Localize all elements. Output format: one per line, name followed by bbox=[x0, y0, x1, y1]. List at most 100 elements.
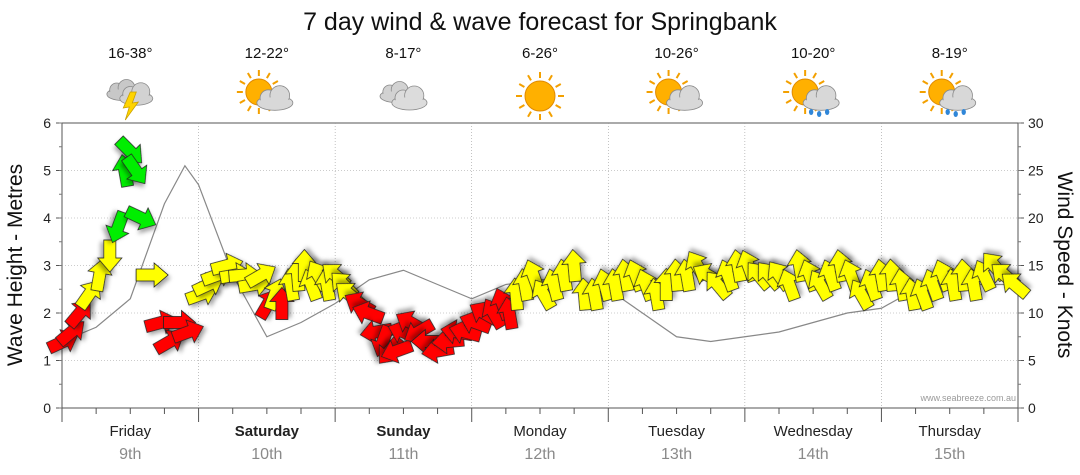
sun-ray bbox=[265, 72, 271, 79]
wind-arrow bbox=[135, 262, 169, 288]
storm-weather-icon bbox=[106, 79, 154, 121]
temperature-label: 12-22° bbox=[245, 45, 289, 62]
right-axis-title: Wind Speed - Knots bbox=[1053, 172, 1076, 359]
sun-ray bbox=[527, 74, 532, 81]
sun-ray bbox=[812, 72, 818, 79]
right-tick-label: 20 bbox=[1028, 210, 1044, 226]
right-tick-label: 10 bbox=[1028, 305, 1044, 321]
rain-drop bbox=[945, 109, 950, 115]
sun-ray bbox=[527, 111, 532, 118]
left-tick-label: 6 bbox=[43, 115, 51, 131]
wind-arrow bbox=[776, 268, 801, 303]
date-label: 14th bbox=[798, 446, 829, 463]
wind-arrow bbox=[123, 205, 157, 231]
temperature-label: 10-26° bbox=[654, 45, 698, 62]
partly-cloudy-weather-icon bbox=[236, 70, 294, 114]
sun-ray bbox=[922, 80, 929, 85]
sun-ray bbox=[793, 72, 799, 79]
sun-ray bbox=[548, 111, 553, 118]
day-label: Tuesday bbox=[648, 423, 705, 440]
wind-arrow bbox=[243, 263, 276, 289]
left-axis-title: Wave Height - Metres bbox=[4, 164, 27, 366]
sun-ray bbox=[518, 104, 525, 109]
right-tick-label: 30 bbox=[1028, 115, 1044, 131]
chart-title: 7 day wind & wave forecast for Springban… bbox=[303, 8, 777, 36]
wave-height-line bbox=[61, 164, 1018, 343]
cloud-fill bbox=[668, 97, 701, 109]
right-tick-label: 25 bbox=[1028, 163, 1044, 179]
temperature-label: 6-26° bbox=[522, 45, 558, 62]
date-label: 13th bbox=[661, 446, 692, 463]
cloudy-weather-icon bbox=[379, 81, 428, 111]
wind-arrow bbox=[96, 239, 123, 273]
left-tick-label: 5 bbox=[43, 163, 51, 179]
sun-ray bbox=[929, 72, 935, 79]
wind-arrow bbox=[380, 339, 415, 364]
cloud-fill bbox=[804, 97, 838, 109]
cloud-fill bbox=[393, 97, 426, 109]
sun-ray bbox=[656, 105, 662, 112]
date-label: 11th bbox=[388, 446, 418, 463]
wind-arrow bbox=[1001, 273, 1032, 300]
cloud-fill bbox=[258, 97, 292, 109]
wind-arrow bbox=[121, 153, 148, 185]
sun-ray bbox=[548, 74, 553, 81]
sun-ray bbox=[649, 99, 656, 104]
sun-ray bbox=[955, 80, 962, 85]
left-tick-label: 3 bbox=[43, 258, 51, 274]
rain-drop bbox=[953, 111, 958, 117]
sun-ray bbox=[675, 72, 681, 79]
day-label: Wednesday bbox=[774, 423, 853, 440]
temperature-label: 10-20° bbox=[791, 45, 835, 62]
sun-ray bbox=[922, 99, 929, 104]
sunny-weather-icon bbox=[516, 72, 564, 120]
sun-ray bbox=[555, 83, 562, 88]
plot-area: 0 1 2 3 4 5 6 0 5 10 15 20 25 30 Friday 9th 16-38° Saturd… bbox=[43, 45, 1044, 463]
temperature-label: 8-17° bbox=[385, 45, 421, 62]
sun-ray bbox=[818, 80, 825, 85]
partly-cloudy-weather-icon bbox=[646, 70, 704, 114]
showers-weather-icon bbox=[919, 70, 977, 117]
left-tick-label: 4 bbox=[43, 210, 51, 226]
sun-ray bbox=[649, 80, 656, 85]
sun-ray bbox=[246, 72, 252, 79]
sun-ray bbox=[948, 72, 954, 79]
sun-ray bbox=[246, 105, 252, 112]
right-tick-label: 5 bbox=[1028, 353, 1036, 369]
date-label: 9th bbox=[119, 446, 141, 463]
sun-ray bbox=[555, 104, 562, 109]
sun-ray bbox=[272, 80, 279, 85]
sun-ray bbox=[785, 99, 792, 104]
sun-ray bbox=[239, 80, 246, 85]
credit-text: www.seabreeze.com.au bbox=[919, 393, 1016, 403]
day-label: Sunday bbox=[376, 423, 431, 440]
rain-drop bbox=[824, 109, 830, 115]
rain-drop bbox=[961, 109, 966, 115]
sun-ray bbox=[785, 80, 792, 85]
wind-arrow bbox=[561, 248, 587, 283]
rain-drop bbox=[808, 109, 814, 115]
wind-arrow bbox=[352, 300, 386, 325]
sun-ray bbox=[793, 105, 799, 112]
wind-arrow bbox=[170, 319, 204, 344]
date-label: 15th bbox=[934, 446, 965, 463]
cloud-fill bbox=[941, 97, 975, 109]
rain-drop bbox=[816, 111, 822, 117]
wind-arrow bbox=[105, 209, 130, 244]
right-tick-label: 0 bbox=[1028, 400, 1036, 416]
wind-arrow bbox=[54, 321, 85, 348]
sun-ray bbox=[239, 99, 246, 104]
day-label: Monday bbox=[513, 423, 567, 440]
left-tick-label: 0 bbox=[43, 400, 51, 416]
temperature-label: 16-38° bbox=[108, 45, 152, 62]
sun-ray bbox=[681, 80, 689, 85]
sun-ray bbox=[656, 72, 662, 79]
date-label: 10th bbox=[251, 446, 282, 463]
day-label: Thursday bbox=[918, 423, 981, 440]
temperature-label: 8-19° bbox=[932, 45, 968, 62]
sun-ray bbox=[518, 83, 525, 88]
day-label: Saturday bbox=[235, 423, 300, 440]
day-label: Friday bbox=[109, 423, 151, 440]
right-tick-label: 15 bbox=[1028, 258, 1044, 274]
